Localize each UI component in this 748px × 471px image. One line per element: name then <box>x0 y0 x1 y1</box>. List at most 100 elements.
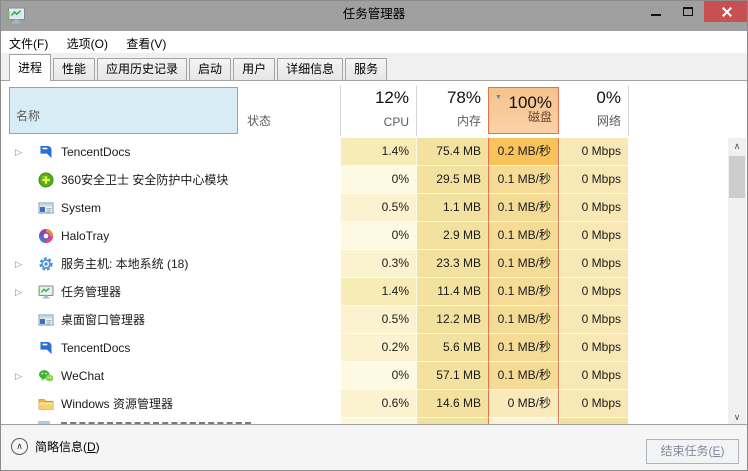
network-value-cell: 0 Mbps <box>559 362 628 390</box>
tab-performance[interactable]: 性能 <box>53 58 96 80</box>
dwm-window-icon <box>38 312 54 328</box>
memory-value-cell: 23.3 MB <box>416 250 488 278</box>
cpu-value-cell: 0% <box>340 166 416 194</box>
disk-value-cell: 0 MB/秒 <box>488 390 559 418</box>
menubar: 文件(F) 选项(O) 查看(V) <box>1 31 747 53</box>
tencent-docs-icon <box>38 340 54 356</box>
wechat-icon <box>38 368 54 384</box>
column-header-cpu[interactable]: 12% CPU <box>340 81 416 138</box>
system-window-icon <box>38 200 54 216</box>
memory-value-cell: 11.4 MB <box>416 278 488 306</box>
details-toggle[interactable]: ∧ 简略信息(D) <box>11 438 100 458</box>
process-name: 任务管理器 <box>61 285 122 299</box>
chevron-up-circle-icon: ∧ <box>11 438 28 455</box>
status-cell <box>1 306 9 334</box>
cpu-value-cell <box>340 418 416 425</box>
table-row[interactable]: System 0.5% 1.1 MB 0.1 MB/秒 0 Mbps <box>1 194 728 222</box>
status-cell <box>1 138 9 166</box>
tab-services[interactable]: 服务 <box>345 58 388 80</box>
cpu-value-cell: 0.2% <box>340 334 416 362</box>
clipped-process-name <box>61 422 251 425</box>
expand-arrow-icon[interactable]: ▷ <box>15 147 22 157</box>
network-value-cell <box>559 418 628 425</box>
details-toggle-label: 简略信息( <box>35 440 87 454</box>
close-button[interactable] <box>704 1 747 22</box>
table-row[interactable]: ▷ 任务管理器 1.4% 11.4 MB 0.1 MB/秒 0 Mbps <box>1 278 728 306</box>
disk-value-cell: 0.1 MB/秒 <box>488 250 559 278</box>
close-icon <box>721 6 733 18</box>
memory-column-label: 内存 <box>456 114 481 128</box>
task-manager-icon <box>38 284 54 300</box>
tab-app-history[interactable]: 应用历史记录 <box>97 58 188 80</box>
column-header-disk[interactable]: ▼ 100% 磁盘 <box>488 87 559 134</box>
memory-value-cell: 5.6 MB <box>416 334 488 362</box>
column-divider <box>628 86 629 136</box>
column-headers: 名称 状态 12% CPU 78% 内存 ▼ 100% 磁盘 0% 网络 <box>1 81 747 138</box>
process-name: System <box>61 201 102 215</box>
tab-processes[interactable]: 进程 <box>9 54 52 81</box>
network-total-percent: 0% <box>596 88 621 107</box>
table-row[interactable]: TencentDocs 0.2% 5.6 MB 0.1 MB/秒 0 Mbps <box>1 334 728 362</box>
table-row[interactable]: 桌面窗口管理器 0.5% 12.2 MB 0.1 MB/秒 0 Mbps <box>1 306 728 334</box>
maximize-icon <box>682 7 693 16</box>
360-safe-icon <box>38 172 54 188</box>
network-value-cell: 0 Mbps <box>559 334 628 362</box>
titlebar[interactable]: 任务管理器 <box>1 1 747 31</box>
disk-total-percent: 100% <box>508 93 552 112</box>
cpu-value-cell: 0.3% <box>340 250 416 278</box>
maximize-button[interactable] <box>671 1 704 22</box>
process-name: HaloTray <box>61 229 110 243</box>
menu-options[interactable]: 选项(O) <box>66 37 108 51</box>
table-row[interactable]: 360安全卫士 安全防护中心模块 0% 29.5 MB 0.1 MB/秒 0 M… <box>1 166 728 194</box>
network-value-cell: 0 Mbps <box>559 138 628 166</box>
cpu-value-cell: 0% <box>340 222 416 250</box>
column-header-name[interactable]: 名称 <box>9 87 238 134</box>
column-header-memory[interactable]: 78% 内存 <box>416 81 488 138</box>
status-cell <box>1 222 9 250</box>
process-name: WeChat <box>61 369 105 383</box>
tab-users[interactable]: 用户 <box>233 58 276 80</box>
table-row[interactable]: ▷ 服务主机: 本地系统 (18) 0.3% 23.3 MB 0.1 MB/秒 … <box>1 250 728 278</box>
disk-value-cell: 0.1 MB/秒 <box>488 194 559 222</box>
menu-view[interactable]: 查看(V) <box>126 37 167 51</box>
name-column-label: 名称 <box>16 109 41 123</box>
expand-arrow-icon[interactable]: ▷ <box>15 259 22 269</box>
expand-arrow-icon[interactable]: ▷ <box>15 287 22 297</box>
process-list-panel: 名称 状态 12% CPU 78% 内存 ▼ 100% 磁盘 0% 网络 ▷ <box>1 81 747 425</box>
network-value-cell: 0 Mbps <box>559 278 628 306</box>
memory-value-cell: 14.6 MB <box>416 390 488 418</box>
column-divider <box>416 86 417 136</box>
network-value-cell: 0 Mbps <box>559 390 628 418</box>
table-row[interactable]: Windows 资源管理器 0.6% 14.6 MB 0 MB/秒 0 Mbps <box>1 390 728 418</box>
vertical-scrollbar[interactable]: ∧ ∨ <box>728 138 746 425</box>
scrollbar-thumb[interactable] <box>729 156 745 198</box>
expand-arrow-icon[interactable]: ▷ <box>15 371 22 381</box>
table-row[interactable]: ▷ TencentDocs 1.4% 75.4 MB 0.2 MB/秒 0 Mb… <box>1 138 728 166</box>
status-cell <box>1 362 9 390</box>
cpu-value-cell: 0.5% <box>340 194 416 222</box>
network-value-cell: 0 Mbps <box>559 166 628 194</box>
menu-file[interactable]: 文件(F) <box>9 37 49 51</box>
process-table: ▷ TencentDocs 1.4% 75.4 MB 0.2 MB/秒 0 Mb… <box>1 138 728 425</box>
disk-value-cell: 0.2 MB/秒 <box>488 138 559 166</box>
cpu-column-label: CPU <box>383 115 409 129</box>
status-cell <box>1 194 9 222</box>
memory-value-cell <box>416 418 488 425</box>
footer-bar: ∧ 简略信息(D) 结束任务(E) <box>1 424 747 470</box>
scroll-up-arrow-icon[interactable]: ∧ <box>733 141 741 151</box>
tab-startup[interactable]: 启动 <box>189 58 232 80</box>
process-name: 服务主机: 本地系统 (18) <box>61 257 189 271</box>
partial-table-row[interactable] <box>1 418 728 425</box>
tab-details[interactable]: 详细信息 <box>277 58 344 80</box>
memory-total-percent: 78% <box>446 88 481 107</box>
end-task-button[interactable]: 结束任务(E) <box>646 439 739 464</box>
table-row[interactable]: HaloTray 0% 2.9 MB 0.1 MB/秒 0 Mbps <box>1 222 728 250</box>
column-header-status[interactable]: 状态 <box>247 114 272 128</box>
tencent-docs-icon <box>38 144 54 160</box>
service-gear-icon <box>38 256 54 272</box>
column-header-network[interactable]: 0% 网络 <box>559 81 628 138</box>
minimize-button[interactable] <box>641 1 671 22</box>
table-row[interactable]: ▷ WeChat 0% 57.1 MB 0.1 MB/秒 0 Mbps <box>1 362 728 390</box>
memory-value-cell: 75.4 MB <box>416 138 488 166</box>
scroll-down-arrow-icon[interactable]: ∨ <box>733 412 741 422</box>
